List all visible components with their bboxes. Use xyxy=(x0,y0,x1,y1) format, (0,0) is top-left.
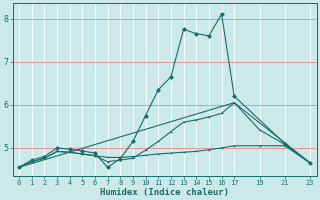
X-axis label: Humidex (Indice chaleur): Humidex (Indice chaleur) xyxy=(100,188,229,197)
